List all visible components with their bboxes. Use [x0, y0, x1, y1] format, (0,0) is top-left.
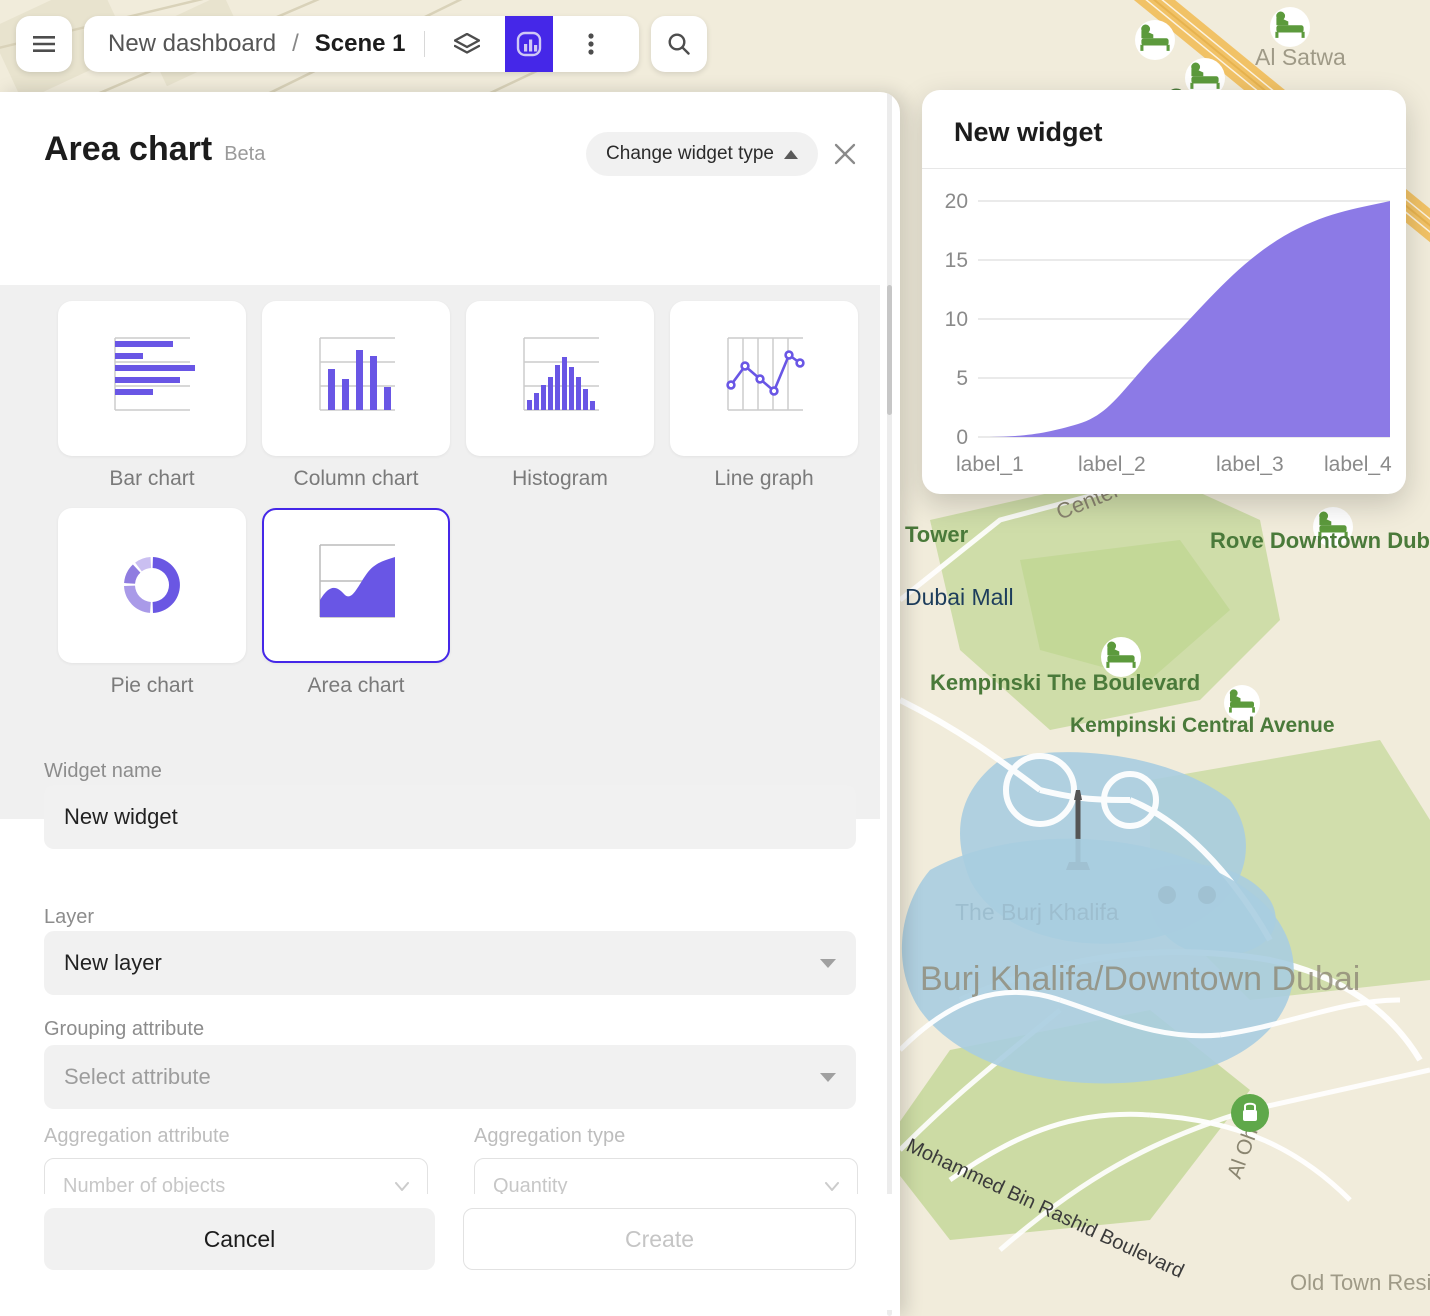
svg-text:0: 0	[956, 426, 968, 449]
svg-text:label_3: label_3	[1216, 453, 1284, 476]
svg-text:Kempinski The Boulevard: Kempinski The Boulevard	[930, 670, 1200, 695]
svg-text:Dubai Mall: Dubai Mall	[905, 584, 1014, 610]
svg-text:15: 15	[945, 249, 968, 272]
svg-text:5: 5	[956, 367, 968, 390]
svg-text:20: 20	[945, 191, 968, 213]
svg-text:label_1: label_1	[956, 453, 1024, 476]
svg-text:label_4: label_4	[1324, 453, 1392, 476]
svg-text:Rove Downtown Dubai: Rove Downtown Dubai	[1210, 528, 1430, 553]
svg-text:Burj Khalifa/Downtown Dubai: Burj Khalifa/Downtown Dubai	[920, 960, 1360, 998]
svg-text:10: 10	[945, 308, 968, 331]
svg-text:label_2: label_2	[1078, 453, 1146, 476]
svg-text:Kempinski Central Avenue: Kempinski Central Avenue	[1070, 714, 1335, 737]
svg-text:Tower: Tower	[905, 522, 969, 547]
svg-text:Old Town Residences: Old Town Residences	[1290, 1270, 1430, 1295]
